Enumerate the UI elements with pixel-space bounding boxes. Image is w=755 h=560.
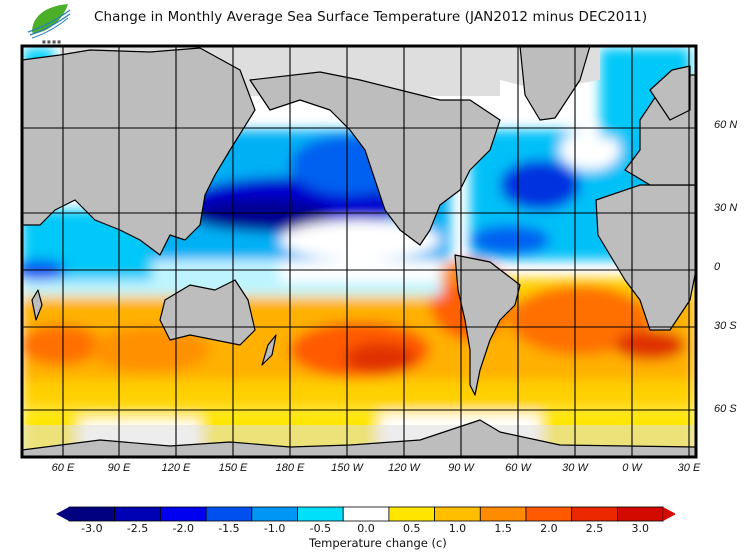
longitude-label: 120 E: [161, 462, 191, 474]
colorbar: [56, 506, 675, 522]
colorbar-tick-label: 1.0: [448, 522, 467, 535]
longitude-label: 180 E: [275, 462, 305, 474]
colorbar-tick-label: -1.0: [263, 522, 286, 535]
land-antarctica: [22, 419, 696, 457]
longitude-label: 30 E: [677, 462, 701, 474]
colorbar-bin: [297, 506, 344, 522]
land: [22, 46, 696, 457]
longitude-label: 150 W: [331, 462, 363, 474]
colorbar-title: Temperature change (c): [309, 536, 447, 550]
colorbar-tick-label: 2.0: [540, 522, 558, 535]
land-australia: [159, 279, 256, 346]
chart-title: Change in Monthly Average Sea Surface Te…: [94, 9, 648, 25]
map-frame: [20, 44, 698, 459]
colorbar-tick-label: 1.5: [494, 522, 512, 535]
colorbar-bin: [388, 506, 435, 522]
colorbar-tick-label: 0.5: [403, 522, 421, 535]
longitude-label: 60 W: [505, 462, 531, 474]
longitude-label: 120 W: [388, 462, 420, 474]
colorbar-tick-label: -0.5: [309, 522, 332, 535]
colorbar-tick-label: -2.0: [172, 522, 194, 535]
longitude-label: 150 E: [218, 462, 248, 474]
colorbar-bin: [205, 506, 253, 522]
longitude-label: 0 W: [622, 462, 642, 474]
colorbar-tick-label: -1.5: [218, 522, 240, 535]
colorbar-tick-label: -2.5: [126, 522, 149, 535]
colorbar-tick-label: 3.0: [631, 522, 650, 535]
land-greenland: [519, 46, 591, 121]
latitude-label: 0: [714, 261, 721, 273]
colorbar-bin: [525, 506, 573, 522]
graticule: [22, 46, 696, 457]
latitude-label: 30 S: [714, 320, 737, 332]
longitude-label: 90 W: [448, 462, 474, 474]
colorbar-bin: [251, 506, 298, 522]
colorbar-bin: [160, 506, 207, 522]
colorbar-bin: [114, 506, 161, 522]
sst-anomaly-map: [20, 44, 698, 459]
colorbar-max-arrow: [663, 507, 675, 521]
colorbar-tick-label: 2.5: [585, 522, 604, 535]
colorbar-bin: [68, 506, 116, 522]
colorbar-bin: [434, 506, 481, 522]
longitude-label: 60 E: [51, 462, 75, 474]
colorbar-bin: [571, 506, 618, 522]
land-eurasia-asia: [22, 47, 256, 256]
colorbar-bin: [617, 506, 664, 522]
latitude-label: 60 S: [714, 403, 737, 415]
longitude-label: 90 E: [107, 462, 131, 474]
land-north-america: [249, 71, 501, 246]
colorbar-tick-label: 0.0: [357, 522, 375, 535]
longitude-label: 30 W: [562, 462, 588, 474]
leaf-logo-icon: ■ ■ ■ ■: [27, 4, 71, 44]
colorbar-tick-label: -3.0: [81, 522, 103, 535]
latitude-label: 30 N: [714, 202, 738, 214]
land-south-america: [454, 254, 521, 396]
latitude-label: 60 N: [714, 119, 738, 131]
colorbar-min-arrow: [56, 507, 69, 521]
svg-text:■ ■ ■ ■: ■ ■ ■ ■: [42, 39, 61, 44]
colorbar-bin: [479, 506, 527, 522]
colorbar-bin: [342, 506, 390, 522]
